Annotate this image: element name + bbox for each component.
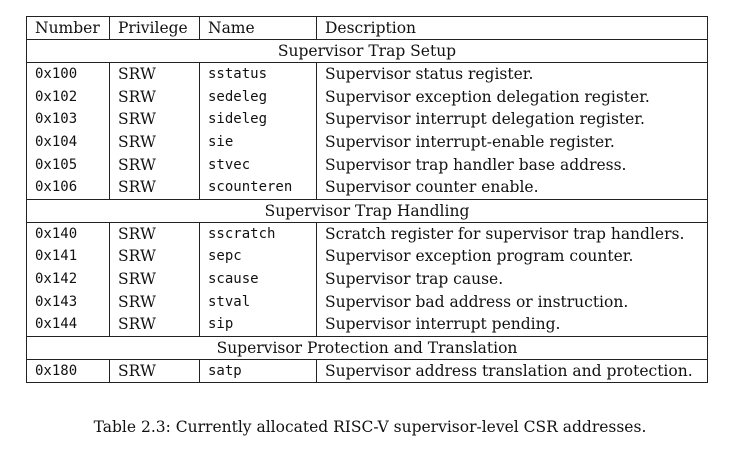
section-body: 0x140 SRW sscratch Scratch register for sup… [26, 222, 708, 337]
section-header-group: Supervisor Trap Handling [26, 198, 708, 223]
cell-number: 0x106 [26, 175, 110, 200]
cell-number: 0x144 [26, 312, 110, 337]
cell-privilege: SRW [109, 108, 200, 131]
cell-description: Supervisor trap handler base address. [316, 153, 708, 176]
cell-description: Supervisor interrupt pending. [316, 312, 708, 337]
header-name: Name [199, 16, 317, 40]
table-row: 0x180 SRW satp Supervisor address translati… [26, 359, 708, 384]
cell-number: 0x104 [26, 130, 110, 154]
cell-name: stvec [199, 153, 317, 176]
cell-privilege: SRW [109, 267, 200, 291]
cell-name: sedeleg [199, 85, 317, 109]
cell-description: Supervisor trap cause. [316, 267, 708, 291]
section-row: Supervisor Trap Setup [26, 39, 708, 63]
table-row: 0x144 SRW sip Supervisor interrupt pending. [26, 312, 708, 337]
section-body: 0x100 SRW sstatus Supervisor status registe… [26, 62, 708, 200]
cell-number: 0x103 [26, 108, 110, 131]
cell-name: sepc [199, 245, 317, 268]
cell-number: 0x105 [26, 153, 110, 176]
cell-name: scounteren [199, 175, 317, 200]
cell-name: stval [199, 290, 317, 313]
header-row: Number Privilege Name Description [26, 16, 708, 40]
cell-privilege: SRW [109, 222, 200, 246]
table-header: Number Privilege Name Description [26, 16, 708, 40]
cell-name: sideleg [199, 108, 317, 131]
cell-number: 0x141 [26, 245, 110, 268]
cell-privilege: SRW [109, 153, 200, 176]
section-title: Supervisor Trap Handling [26, 198, 708, 223]
table-row: 0x143 SRW stval Supervisor bad address or i… [26, 290, 708, 313]
cell-privilege: SRW [109, 85, 200, 109]
cell-privilege: SRW [109, 290, 200, 313]
table-row: 0x102 SRW sedeleg Supervisor exception dele… [26, 85, 708, 109]
cell-number: 0x143 [26, 290, 110, 313]
cell-description: Supervisor exception program counter. [316, 245, 708, 268]
table-row: 0x142 SRW scause Supervisor trap cause. [26, 267, 708, 291]
cell-description: Supervisor bad address or instruction. [316, 290, 708, 313]
cell-description: Supervisor address translation and prote… [316, 359, 708, 384]
table-row: 0x106 SRW scounteren Supervisor counter ena… [26, 175, 708, 200]
section-title: Supervisor Protection and Translation [26, 335, 708, 360]
cell-number: 0x140 [26, 222, 110, 246]
cell-privilege: SRW [109, 312, 200, 337]
cell-name: sie [199, 130, 317, 154]
table-row: 0x100 SRW sstatus Supervisor status registe… [26, 62, 708, 86]
csr-table: Number Privilege Name Description Superv… [26, 16, 708, 384]
cell-name: sip [199, 312, 317, 337]
cell-name: sscratch [199, 222, 317, 246]
section-header-group: Supervisor Protection and Translation [26, 335, 708, 360]
header-number: Number [26, 16, 110, 40]
cell-privilege: SRW [109, 130, 200, 154]
table-caption: Table 2.3: Currently allocated RISC-V su… [93, 418, 647, 436]
cell-description: Supervisor status register. [316, 62, 708, 86]
cell-privilege: SRW [109, 245, 200, 268]
table-row: 0x105 SRW stvec Supervisor trap handler bas… [26, 153, 708, 176]
table-row: 0x103 SRW sideleg Supervisor interrupt dele… [26, 108, 708, 131]
section-row: Supervisor Protection and Translation [26, 335, 708, 360]
section-row: Supervisor Trap Handling [26, 198, 708, 223]
cell-privilege: SRW [109, 359, 200, 384]
section-header-group: Supervisor Trap Setup [26, 39, 708, 63]
cell-description: Supervisor interrupt delegation register… [316, 108, 708, 131]
section-title: Supervisor Trap Setup [26, 39, 708, 63]
section-body: 0x180 SRW satp Supervisor address translati… [26, 359, 708, 384]
cell-privilege: SRW [109, 175, 200, 200]
cell-name: scause [199, 267, 317, 291]
table-row: 0x104 SRW sie Supervisor interrupt-enable r… [26, 130, 708, 154]
cell-description: Supervisor interrupt-enable register. [316, 130, 708, 154]
table-row: 0x141 SRW sepc Supervisor exception program… [26, 245, 708, 268]
header-description: Description [316, 16, 708, 40]
cell-number: 0x180 [26, 359, 110, 384]
cell-number: 0x102 [26, 85, 110, 109]
header-privilege: Privilege [109, 16, 200, 40]
cell-name: satp [199, 359, 317, 384]
cell-privilege: SRW [109, 62, 200, 86]
cell-number: 0x100 [26, 62, 110, 86]
cell-number: 0x142 [26, 267, 110, 291]
cell-description: Scratch register for supervisor trap han… [316, 222, 708, 246]
table-row: 0x140 SRW sscratch Scratch register for sup… [26, 222, 708, 246]
cell-description: Supervisor counter enable. [316, 175, 708, 200]
cell-description: Supervisor exception delegation register… [316, 85, 708, 109]
cell-name: sstatus [199, 62, 317, 86]
